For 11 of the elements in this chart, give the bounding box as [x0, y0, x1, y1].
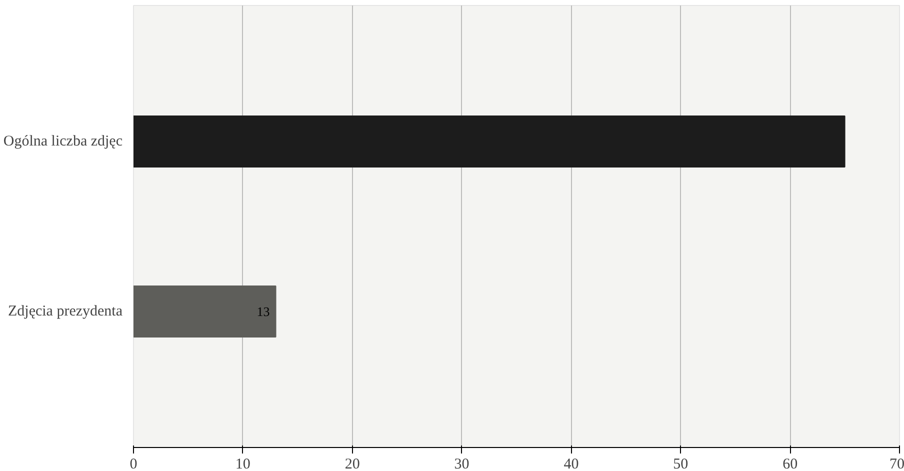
x-tick-label: 40: [564, 456, 579, 471]
y-tick-label: Ogólna liczba zdjęc: [3, 134, 123, 150]
y-tick-label: Zdjęcia prezydenta: [8, 304, 123, 320]
data-label: 13: [256, 304, 270, 319]
x-tick-label: 10: [235, 456, 250, 471]
x-tick-label: 0: [130, 456, 138, 471]
x-tick-label: 60: [782, 456, 798, 471]
x-tick-label: 30: [454, 456, 470, 471]
x-tick-label: 50: [673, 456, 688, 471]
x-tick-label: 20: [344, 456, 360, 471]
x-tick-label: 70: [890, 456, 904, 471]
